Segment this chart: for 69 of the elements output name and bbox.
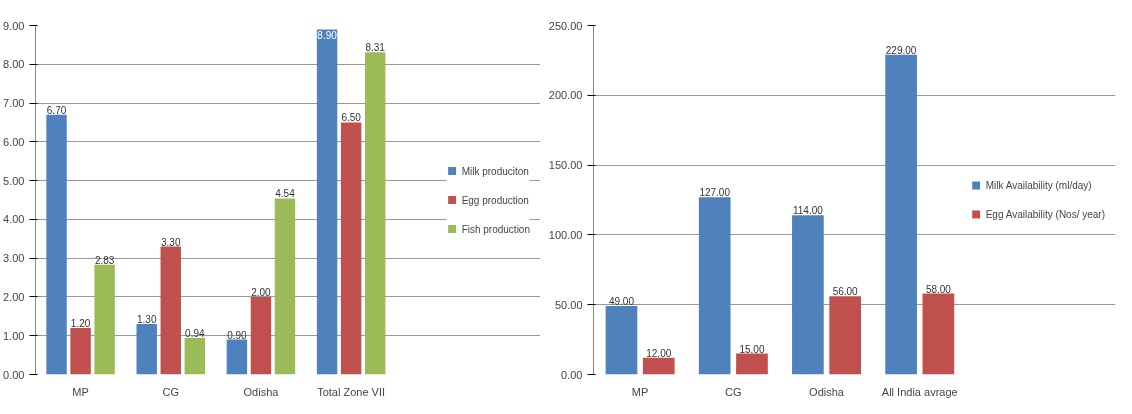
- y-tick-label: 3.00: [3, 252, 25, 265]
- bar: [829, 296, 862, 375]
- legend-label: Egg production: [461, 194, 529, 205]
- x-tick-label: All India avrage: [881, 385, 958, 398]
- x-tick-label: MP: [631, 385, 649, 398]
- y-tick-label: 6.00: [3, 135, 25, 148]
- data-label: 6.50: [341, 112, 362, 124]
- data-label: 114.00: [792, 205, 824, 217]
- bar: [184, 338, 206, 375]
- bar: [792, 215, 824, 375]
- y-tick-label: 2.00: [3, 290, 25, 303]
- y-tick-label: 200.00: [548, 89, 583, 102]
- y-tick-label: 7.00: [3, 97, 25, 110]
- y-tick-label: 100.00: [548, 228, 583, 241]
- bar: [160, 246, 181, 375]
- x-tick-label: MP: [72, 385, 89, 398]
- data-label: 6.70: [46, 104, 67, 116]
- y-tick-label: 4.00: [3, 213, 25, 226]
- data-label: 15.00: [739, 343, 765, 355]
- bar: [922, 293, 955, 375]
- bar: [136, 324, 157, 375]
- y-tick-label: 0.00: [3, 368, 25, 381]
- y-tick-label: 8.00: [3, 58, 25, 71]
- bar: [226, 339, 248, 375]
- bar: [316, 29, 338, 375]
- data-label: 0.94: [185, 328, 205, 340]
- y-tick-label: 9.00: [3, 19, 25, 32]
- x-tick-label: CG: [725, 385, 742, 398]
- data-label: 3.30: [161, 236, 181, 248]
- bar: [364, 52, 386, 375]
- bar: [642, 357, 675, 375]
- bar: [340, 122, 362, 375]
- data-label: 2.83: [94, 254, 115, 266]
- x-tick-label: Total Zone VII: [317, 385, 386, 398]
- data-label: 4.54: [275, 188, 296, 200]
- data-label: 2.00: [251, 286, 272, 298]
- legend-label: Fish production: [461, 223, 530, 234]
- y-tick-label: 1.00: [3, 329, 25, 342]
- y-tick-label: 5.00: [3, 174, 25, 187]
- x-tick-label: CG: [162, 385, 180, 398]
- data-label: 8.90: [317, 30, 338, 42]
- legend-label: Milk Availability (ml/day): [985, 179, 1092, 191]
- bar: [70, 327, 91, 375]
- data-label: 0.90: [227, 329, 248, 341]
- y-tick-label: 150.00: [548, 159, 583, 172]
- bar: [736, 353, 768, 375]
- data-label: 1.20: [70, 317, 91, 329]
- data-label: 1.30: [136, 314, 157, 326]
- data-label: 8.31: [365, 42, 386, 54]
- data-label: 229.00: [885, 44, 917, 56]
- data-label: 127.00: [699, 187, 731, 199]
- x-tick-label: Odisha: [243, 385, 280, 398]
- bar: [94, 264, 115, 375]
- bar: [698, 197, 731, 375]
- data-label: 49.00: [608, 296, 635, 308]
- x-tick-label: Odisha: [809, 385, 845, 398]
- legend-label: Milk produciton: [461, 165, 529, 176]
- data-label: 58.00: [925, 283, 952, 295]
- data-label: 12.00: [646, 347, 672, 359]
- y-tick-label: 50.00: [554, 298, 583, 311]
- legend-label: Egg Availability (Nos/ year): [985, 208, 1105, 220]
- bar: [605, 306, 638, 375]
- bar: [46, 114, 67, 375]
- bar: [885, 54, 917, 375]
- data-label: 56.00: [832, 286, 859, 298]
- y-tick-label: 0.00: [561, 368, 583, 381]
- bar: [274, 198, 296, 375]
- y-tick-label: 250.00: [548, 19, 583, 32]
- bar: [250, 296, 272, 375]
